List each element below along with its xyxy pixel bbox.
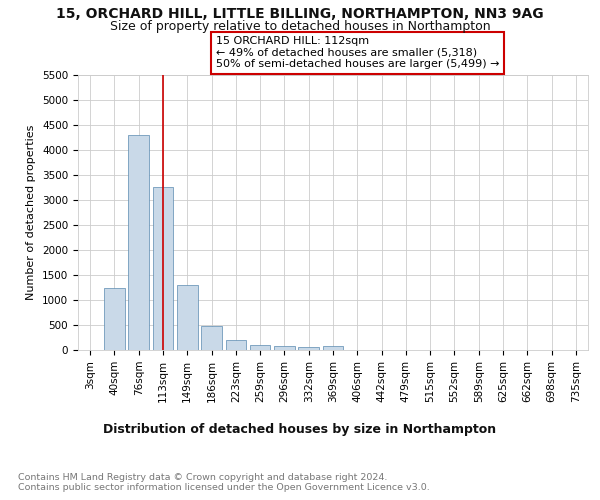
Text: Distribution of detached houses by size in Northampton: Distribution of detached houses by size … [103, 422, 497, 436]
Bar [274, 346, 295, 350]
Bar [152, 188, 173, 350]
Bar [201, 326, 222, 350]
Bar [298, 347, 319, 350]
Bar [177, 285, 197, 350]
Bar [323, 346, 343, 350]
Bar [104, 288, 125, 350]
Y-axis label: Number of detached properties: Number of detached properties [26, 125, 37, 300]
Text: 15, ORCHARD HILL, LITTLE BILLING, NORTHAMPTON, NN3 9AG: 15, ORCHARD HILL, LITTLE BILLING, NORTHA… [56, 8, 544, 22]
Bar [128, 135, 149, 350]
Text: Contains HM Land Registry data © Crown copyright and database right 2024.
Contai: Contains HM Land Registry data © Crown c… [18, 472, 430, 492]
Text: 15 ORCHARD HILL: 112sqm
← 49% of detached houses are smaller (5,318)
50% of semi: 15 ORCHARD HILL: 112sqm ← 49% of detache… [216, 36, 499, 70]
Bar [250, 344, 271, 350]
Text: Size of property relative to detached houses in Northampton: Size of property relative to detached ho… [110, 20, 490, 33]
Bar [226, 340, 246, 350]
